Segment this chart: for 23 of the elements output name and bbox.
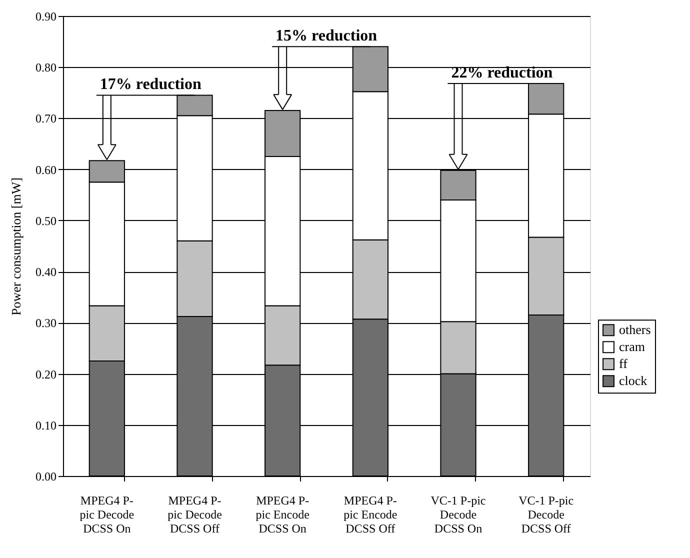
x-tick-label: MPEG4 P-pic Decode DCSS On xyxy=(80,494,134,536)
y-tick-label: 0.50 xyxy=(36,214,56,228)
x-tick-label: MPEG4 P-pic Decode DCSS Off xyxy=(168,494,222,536)
y-tick-label: 0.60 xyxy=(36,162,56,177)
annotation: 15% reduction xyxy=(276,28,378,45)
legend-label: cram xyxy=(619,339,645,354)
legend-label: clock xyxy=(619,373,648,388)
y-tick-label: 0.80 xyxy=(36,60,56,75)
legend-label: ff xyxy=(619,356,628,372)
y-tick-label: 0.90 xyxy=(36,10,56,24)
y-tick-label: 0.40 xyxy=(36,265,56,280)
y-tick-label: 0.10 xyxy=(36,418,56,432)
y-tick-label: 0.70 xyxy=(36,112,56,126)
y-tick-label: 0.30 xyxy=(36,316,56,330)
legend-label: others xyxy=(619,322,651,338)
annotation: 17% reduction xyxy=(100,76,202,94)
x-tick-label: MPEG4 P-pic Encode DCSS Off xyxy=(344,494,398,536)
x-tick-label: MPEG4 P-pic Encode DCSS On xyxy=(256,494,310,536)
y-tick-label: 0.00 xyxy=(36,470,56,484)
y-tick-label: 0.20 xyxy=(36,367,56,382)
x-tick-label: VC-1 P-pic Decode DCSS Off xyxy=(518,494,574,536)
x-tick-label: VC-1 P-pic Decode DCSS On xyxy=(430,494,486,536)
y-axis-title: Power consumption [mW] xyxy=(8,178,24,316)
